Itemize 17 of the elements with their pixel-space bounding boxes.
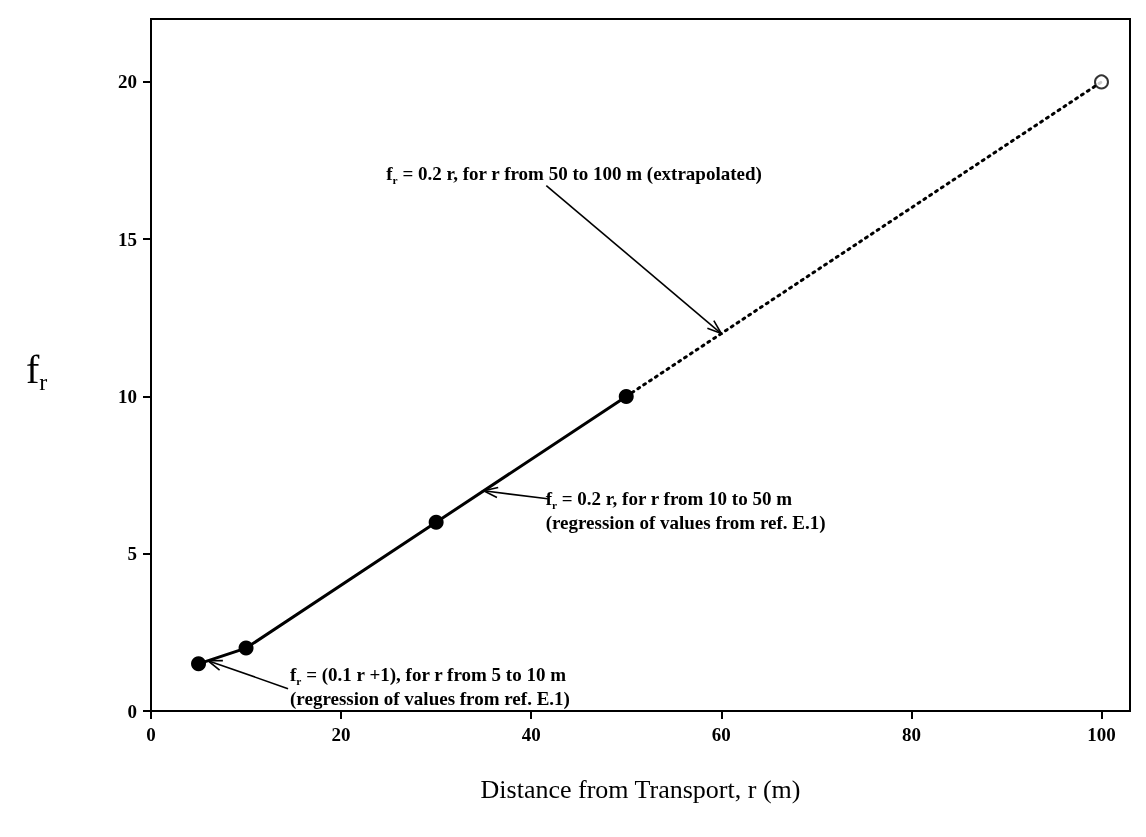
point bbox=[1094, 74, 1109, 90]
x-tick-label: 20 bbox=[331, 724, 351, 745]
y-tick-label: 10 bbox=[118, 385, 137, 407]
point bbox=[618, 388, 634, 404]
point bbox=[238, 640, 254, 656]
x-tick-label: 60 bbox=[711, 724, 731, 745]
y-tick-label: 5 bbox=[127, 543, 137, 565]
point bbox=[191, 656, 207, 672]
y-tick-label: 15 bbox=[118, 228, 137, 250]
x-tick-label: 80 bbox=[901, 724, 921, 745]
point bbox=[428, 514, 444, 530]
x-axis-title: Distance from Transport, r (m) bbox=[480, 774, 801, 804]
y-tick-label: 0 bbox=[127, 700, 137, 722]
y-tick-label: 20 bbox=[118, 71, 137, 93]
x-tick-label: 40 bbox=[521, 724, 541, 745]
x-tick-label: 100 bbox=[1087, 724, 1116, 745]
x-tick-label: 0 bbox=[146, 724, 156, 745]
